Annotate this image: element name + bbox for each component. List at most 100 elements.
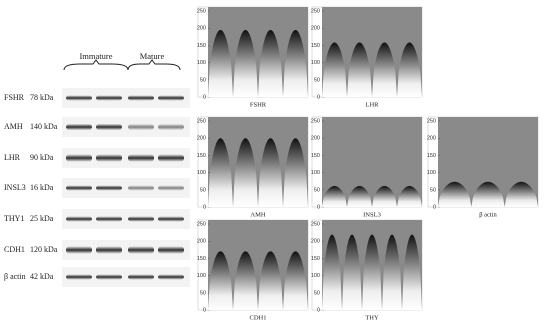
y-tick-label: 250 (311, 8, 320, 14)
y-tick-label: 200 (197, 26, 206, 32)
band (128, 274, 154, 280)
size-label: 120 kDa (30, 245, 58, 254)
band (96, 216, 122, 222)
y-tick-label: 100 (197, 273, 206, 279)
blot: FSHR 78 kDa AMH 140 kDa LHR 90 kDa INSL3 16 kDa… (4, 88, 190, 287)
intensity-profile (322, 186, 422, 207)
y-tick-label: 0 (203, 204, 206, 210)
band (96, 154, 122, 162)
intensity-profile (208, 138, 308, 207)
plot-title: AMH (250, 211, 265, 218)
protein-label: LHR (4, 153, 21, 162)
y-tick-label: 50 (314, 77, 320, 83)
plot-title: β actin (479, 211, 497, 218)
protein-label: INSL3 (4, 183, 26, 192)
band (66, 274, 92, 280)
blot-strip (62, 88, 190, 108)
group-brace (127, 59, 181, 71)
band (158, 246, 184, 254)
band (128, 95, 154, 101)
band (128, 124, 154, 130)
y-tick-label: 250 (197, 221, 206, 227)
protein-label: FSHR (4, 93, 25, 102)
y-tick-label: 150 (311, 43, 320, 49)
protein-label: AMH (4, 122, 23, 131)
y-tick-label: 0 (317, 204, 320, 210)
size-label: 25 kDa (30, 214, 54, 223)
y-tick-label: 50 (314, 290, 320, 296)
y-tick-label: 100 (311, 60, 320, 66)
y-tick-label: 200 (311, 136, 320, 142)
y-tick-label: 50 (200, 290, 206, 296)
y-tick-label: 0 (317, 307, 320, 313)
band (96, 246, 122, 254)
group-label: Immature (79, 51, 112, 61)
band (96, 95, 122, 101)
protein-label: β actin (4, 272, 26, 281)
y-tick-label: 150 (311, 256, 320, 262)
y-tick-label: 250 (197, 8, 206, 14)
y-tick-label: 250 (197, 118, 206, 124)
band (66, 185, 92, 191)
y-tick-label: 200 (197, 239, 206, 245)
group-label: Mature (140, 51, 165, 61)
size-label: 78 kDa (30, 93, 54, 102)
y-tick-label: 150 (197, 256, 206, 262)
y-tick-label: 100 (197, 170, 206, 176)
blot-strip (62, 209, 190, 229)
band (66, 124, 92, 130)
band (96, 274, 122, 280)
group-brace (63, 59, 129, 71)
protein-label: THY1 (4, 214, 24, 223)
band (158, 216, 184, 222)
blot-strip (62, 148, 190, 168)
y-tick-label: 200 (197, 136, 206, 142)
y-tick-label: 0 (203, 94, 206, 100)
y-tick-label: 0 (317, 94, 320, 100)
y-tick-label: 150 (197, 43, 206, 49)
y-tick-label: 150 (311, 153, 320, 159)
band (96, 124, 122, 130)
intensity-profile (208, 29, 308, 98)
band (128, 154, 154, 162)
y-tick-label: 250 (427, 118, 436, 124)
band (128, 246, 154, 254)
protein-label: CDH1 (4, 245, 25, 254)
blot-strip (62, 178, 190, 198)
blot-strip (62, 117, 190, 137)
y-tick-label: 150 (197, 153, 206, 159)
y-tick-label: 0 (203, 307, 206, 313)
y-tick-label: 50 (200, 77, 206, 83)
plot-title: INSL3 (363, 211, 381, 218)
plot-title: THY (365, 314, 379, 321)
y-tick-label: 250 (311, 118, 320, 124)
y-tick-label: 200 (427, 136, 436, 142)
y-tick-label: 100 (197, 60, 206, 66)
band (158, 124, 184, 130)
size-label: 90 kDa (30, 153, 54, 162)
y-tick-label: 50 (200, 187, 206, 193)
y-tick-label: 250 (311, 221, 320, 227)
y-tick-label: 50 (314, 187, 320, 193)
band (158, 95, 184, 101)
y-tick-label: 0 (433, 204, 436, 210)
intensity-profile (322, 42, 422, 97)
y-tick-label: 100 (311, 170, 320, 176)
plot-title: FSHR (250, 101, 267, 108)
y-tick-label: 200 (311, 239, 320, 245)
band (128, 216, 154, 222)
size-label: 140 kDa (30, 122, 58, 131)
band (158, 274, 184, 280)
plot-title: LHR (366, 101, 380, 108)
intensity-profile (208, 251, 308, 310)
band (158, 154, 184, 162)
size-label: 16 kDa (30, 183, 54, 192)
y-tick-label: 200 (311, 26, 320, 32)
band (66, 154, 92, 162)
blot-strip (62, 240, 190, 260)
y-tick-label: 100 (427, 170, 436, 176)
band (66, 246, 92, 254)
band (128, 185, 154, 191)
blot-strip (62, 267, 190, 287)
